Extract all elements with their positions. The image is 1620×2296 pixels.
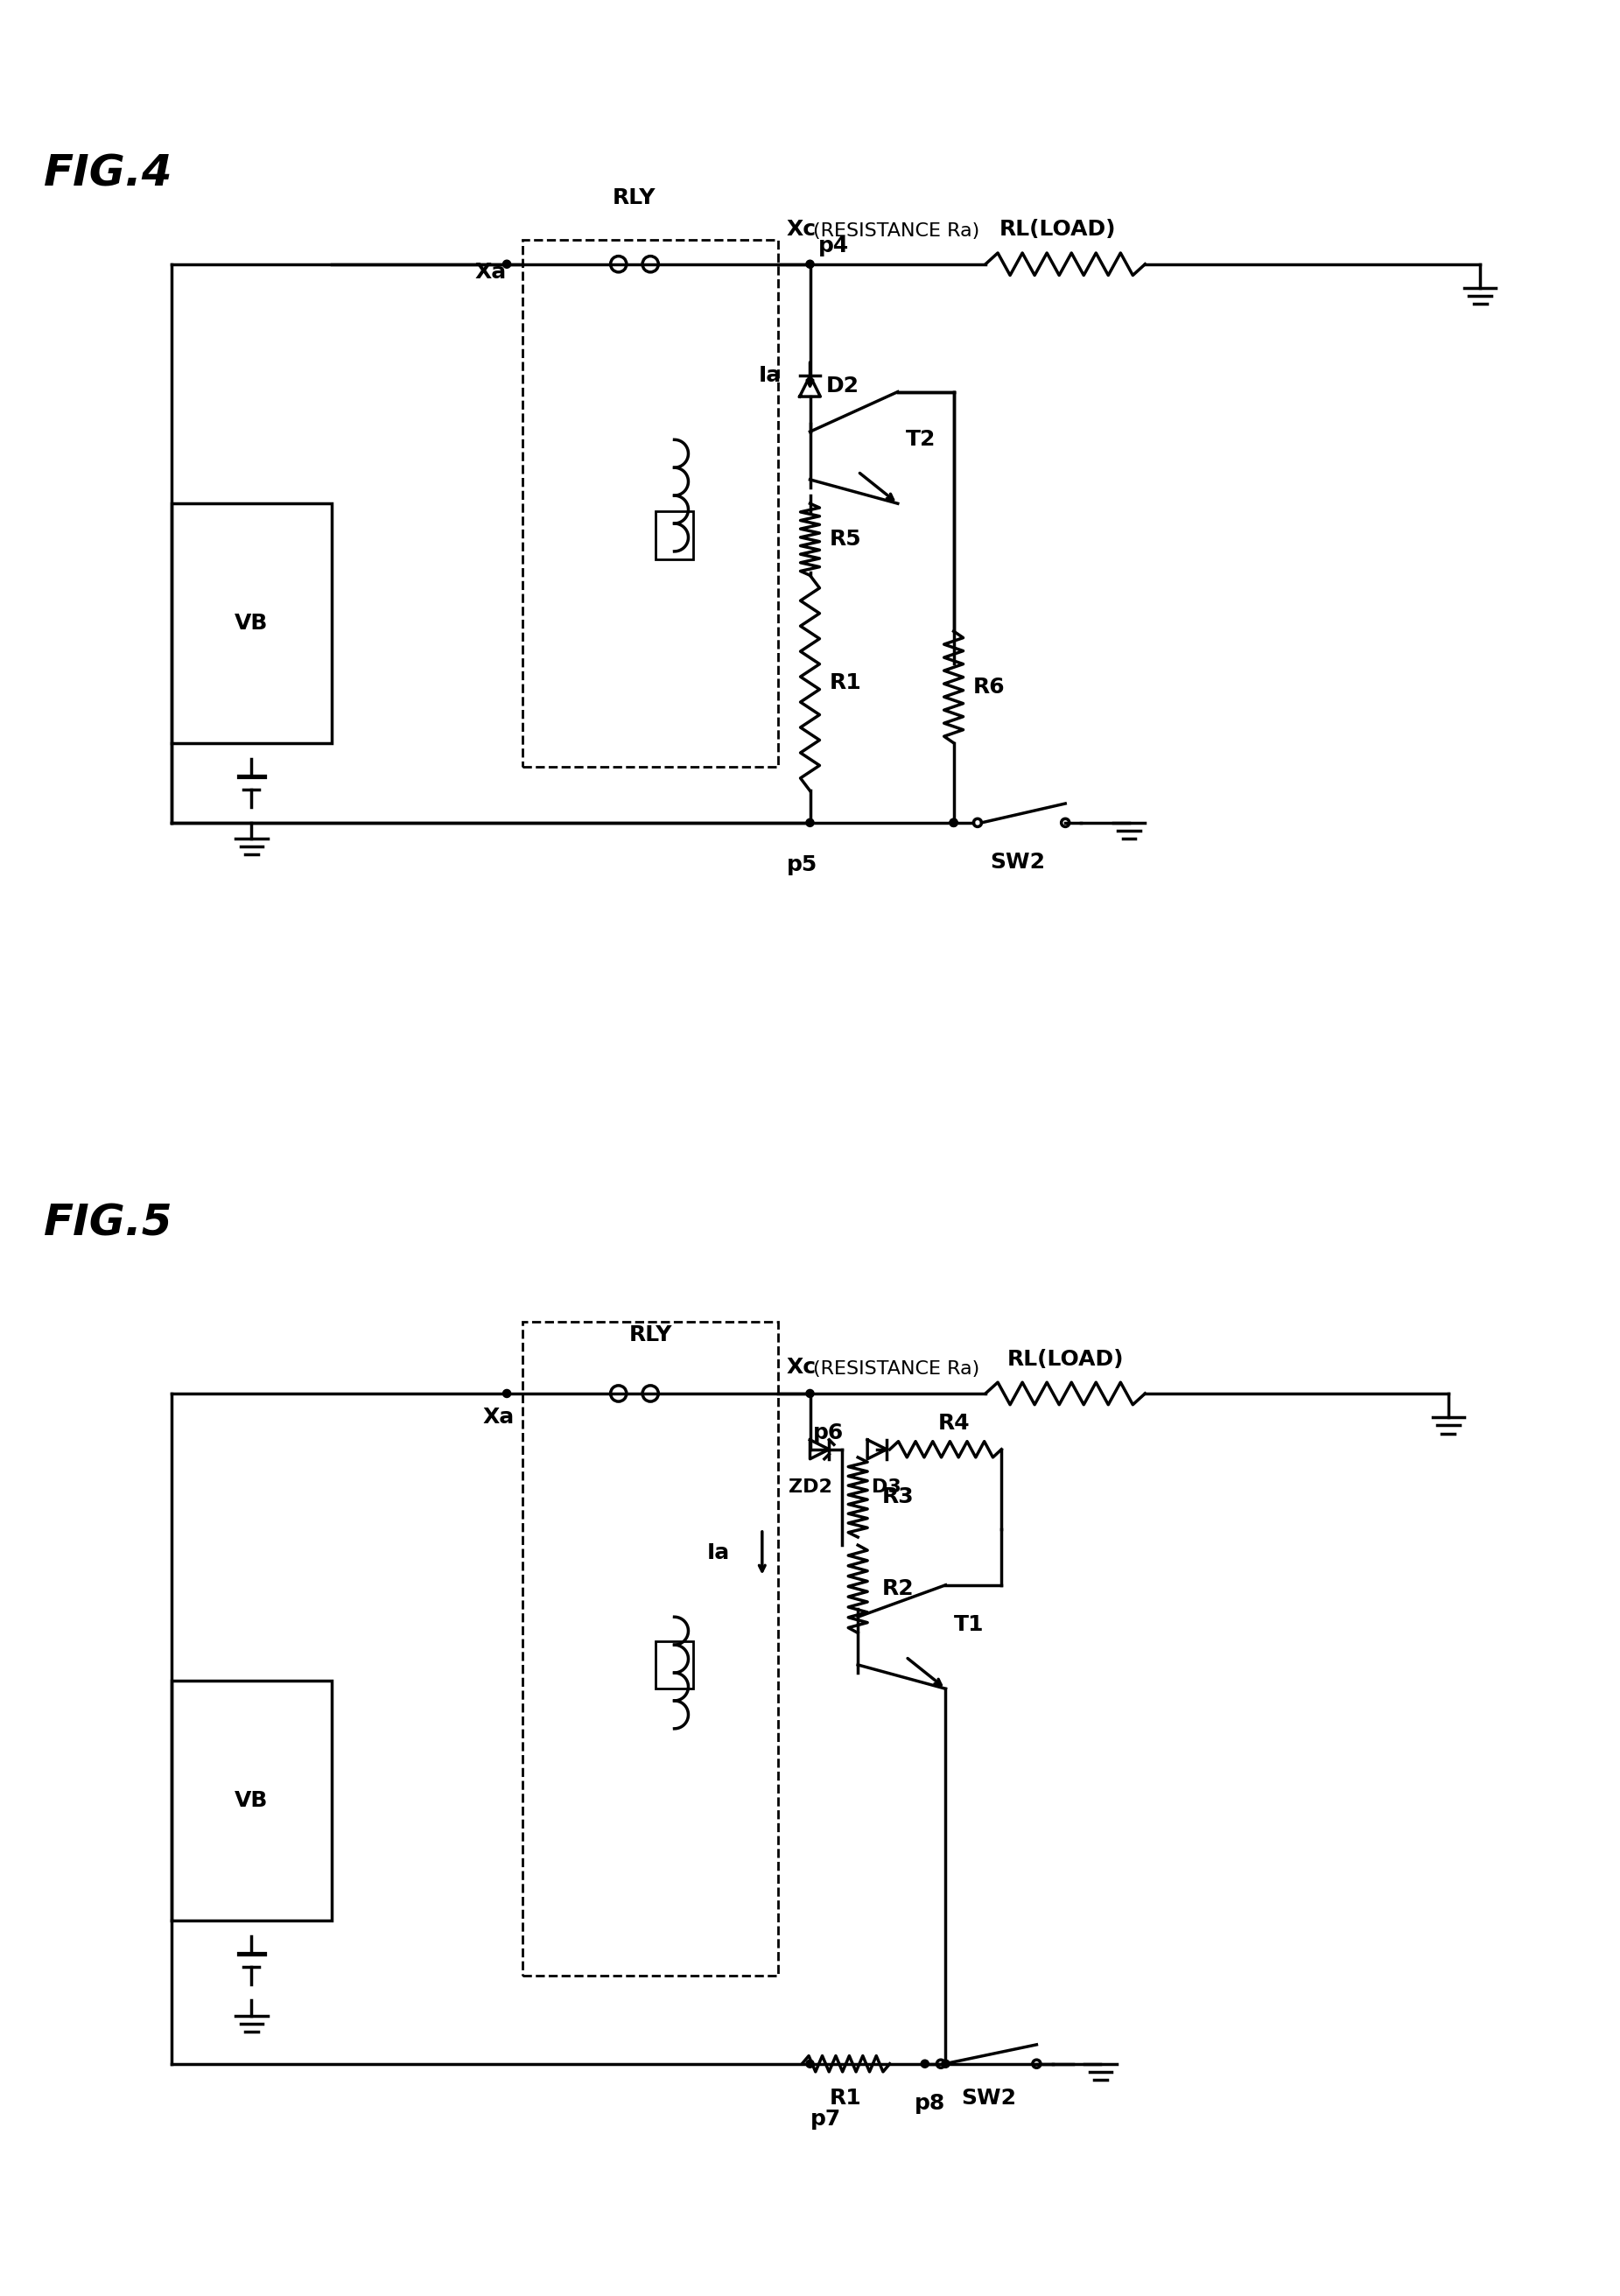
Text: R1: R1 <box>829 2087 862 2108</box>
Text: (RESISTANCE Ra): (RESISTANCE Ra) <box>813 1359 980 1378</box>
Text: RL(LOAD): RL(LOAD) <box>1008 1348 1124 1368</box>
Circle shape <box>502 1389 510 1398</box>
Bar <box>654 512 693 560</box>
Text: R4: R4 <box>938 1412 970 1433</box>
Text: R2: R2 <box>881 1577 914 1600</box>
Text: ZD2: ZD2 <box>789 1479 831 1495</box>
Circle shape <box>502 259 510 269</box>
Text: RLY: RLY <box>629 1325 672 1345</box>
Text: FIG.5: FIG.5 <box>44 1203 173 1244</box>
Bar <box>172 503 332 744</box>
Circle shape <box>807 820 813 827</box>
Text: SW2: SW2 <box>990 852 1045 872</box>
Text: R1: R1 <box>829 673 862 693</box>
Bar <box>523 1322 778 1977</box>
Text: p5: p5 <box>787 854 818 875</box>
Bar <box>523 241 778 767</box>
Text: Xc: Xc <box>786 218 816 241</box>
Circle shape <box>807 259 813 269</box>
Text: p6: p6 <box>813 1421 844 1444</box>
Text: p8: p8 <box>914 2092 944 2115</box>
Text: FIG.4: FIG.4 <box>44 152 173 195</box>
Text: p7: p7 <box>810 2108 841 2128</box>
Text: D3: D3 <box>872 1479 901 1495</box>
Circle shape <box>949 820 957 827</box>
Text: VB: VB <box>235 1791 269 1812</box>
Text: RL(LOAD): RL(LOAD) <box>1000 218 1116 241</box>
Text: R3: R3 <box>881 1488 914 1508</box>
Text: Xa: Xa <box>475 262 507 282</box>
Circle shape <box>807 1389 813 1398</box>
Text: R6: R6 <box>972 677 1004 698</box>
Circle shape <box>920 2060 928 2069</box>
Text: Ia: Ia <box>708 1543 731 1564</box>
Text: RLY: RLY <box>612 188 656 209</box>
Text: Xc: Xc <box>786 1357 816 1378</box>
Circle shape <box>941 2060 949 2069</box>
Text: Ia: Ia <box>758 365 781 386</box>
Text: VB: VB <box>235 613 269 634</box>
Text: T2: T2 <box>906 429 936 450</box>
Text: SW2: SW2 <box>961 2087 1016 2108</box>
Text: R5: R5 <box>829 528 862 551</box>
Bar <box>654 1642 693 1690</box>
Circle shape <box>949 820 957 827</box>
Text: Xa: Xa <box>483 1407 515 1428</box>
Bar <box>172 1681 332 1919</box>
Text: T1: T1 <box>954 1614 983 1635</box>
Text: D2: D2 <box>826 377 859 397</box>
Text: p4: p4 <box>818 234 849 257</box>
Circle shape <box>807 2060 813 2069</box>
Text: (RESISTANCE Ra): (RESISTANCE Ra) <box>813 223 980 241</box>
